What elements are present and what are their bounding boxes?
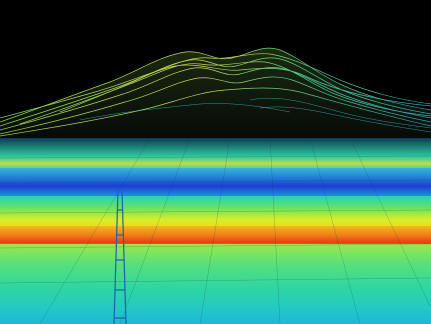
blue-terrain-band	[0, 168, 431, 198]
orange-terrain-band	[0, 226, 431, 248]
near-ground	[0, 244, 431, 324]
scan-grid	[0, 138, 431, 324]
far-plain	[0, 138, 431, 172]
